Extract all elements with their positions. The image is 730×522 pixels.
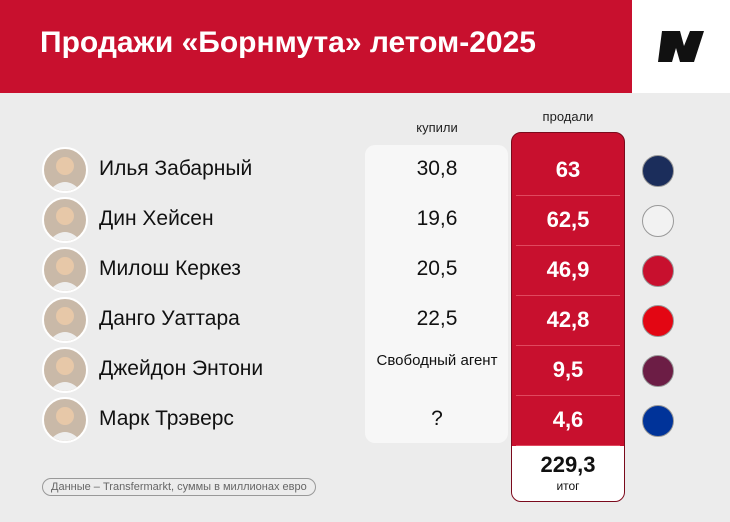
row-separator xyxy=(516,445,620,446)
row-separator xyxy=(516,395,620,396)
player-name: Милош Керкез xyxy=(99,257,241,280)
column-header: купили xyxy=(416,120,458,135)
buy-price: 20,5 xyxy=(416,257,458,280)
total-value: 229,3 xyxy=(540,452,596,477)
buy-price: Свободный агент xyxy=(376,352,498,369)
face xyxy=(49,207,81,241)
row-separator xyxy=(516,345,620,346)
player-photo xyxy=(42,197,88,243)
club-logo xyxy=(642,155,674,187)
buy-panel xyxy=(365,145,508,443)
face xyxy=(49,407,81,441)
player-name: Илья Забарный xyxy=(99,157,253,180)
sell-price: 42,8 xyxy=(546,307,590,332)
club-logo xyxy=(642,355,674,387)
sell-column xyxy=(511,132,625,502)
sell-price: 63 xyxy=(555,157,581,182)
buy-price: 19,6 xyxy=(416,207,458,230)
face xyxy=(49,307,81,341)
row-separator xyxy=(516,245,620,246)
player-photo xyxy=(42,297,88,343)
sell-price: 62,5 xyxy=(546,207,590,232)
buy-price: 30,8 xyxy=(416,157,458,180)
club-logo xyxy=(642,255,674,287)
player-photo xyxy=(42,247,88,293)
row-separator xyxy=(516,295,620,296)
player-photo xyxy=(42,347,88,393)
player-name: Данго Уаттара xyxy=(99,307,240,330)
player-photo xyxy=(42,147,88,193)
total-box xyxy=(512,446,624,501)
player-name: Джейдон Энтони xyxy=(99,357,264,380)
player-name: Дин Хейсен xyxy=(99,207,214,230)
source-note: Данные – Transfermarkt, суммы в миллиона… xyxy=(42,478,316,496)
club-logo xyxy=(642,305,674,337)
buy-price: 22,5 xyxy=(416,307,458,330)
row-separator xyxy=(516,195,620,196)
column-header: продали xyxy=(542,109,594,124)
club-logo xyxy=(642,405,674,437)
face xyxy=(49,157,81,191)
logo xyxy=(658,31,704,62)
sell-price: 46,9 xyxy=(546,257,590,282)
player-photo xyxy=(42,397,88,443)
sell-price: 9,5 xyxy=(552,357,584,382)
club-logo xyxy=(642,205,674,237)
face xyxy=(49,357,81,391)
player-name: Марк Трэверс xyxy=(99,407,234,430)
logo-box xyxy=(632,0,730,93)
sell-price: 4,6 xyxy=(552,407,584,432)
header-bar xyxy=(0,0,632,93)
total-label: итог xyxy=(556,479,580,493)
title: Продажи «Борнмута» летом-2025 xyxy=(40,26,536,59)
buy-price: ? xyxy=(431,407,443,430)
face xyxy=(49,257,81,291)
